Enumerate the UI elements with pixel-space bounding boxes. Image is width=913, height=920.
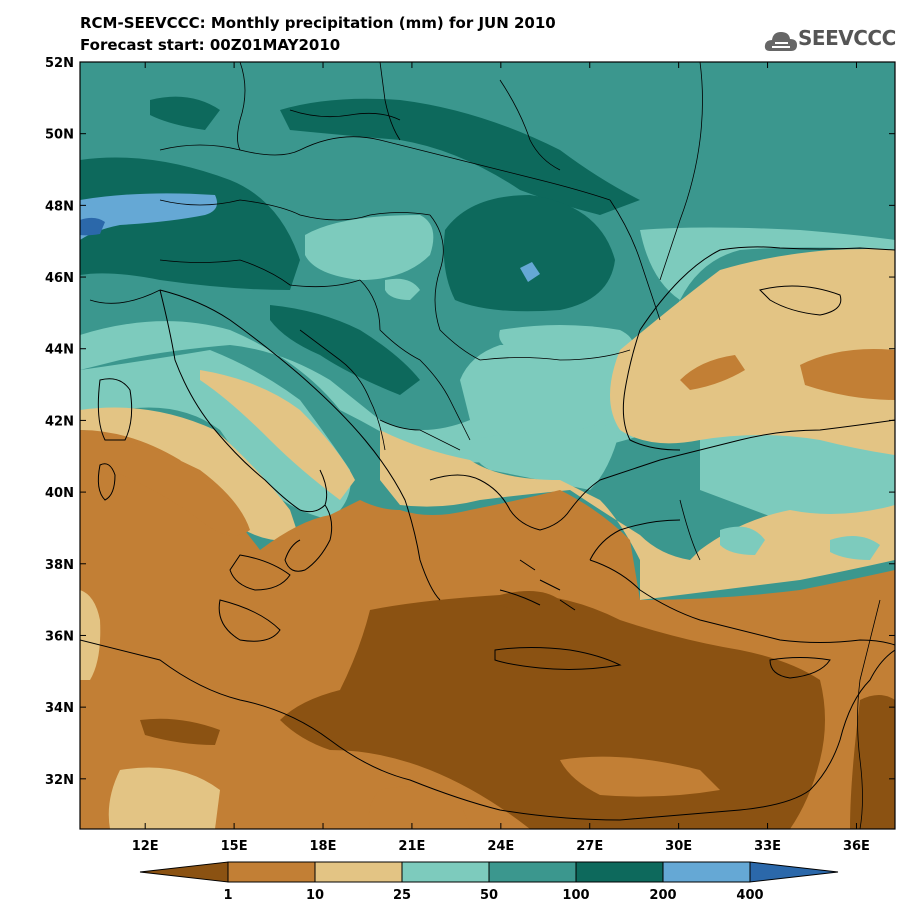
lat-label: 48N	[45, 199, 74, 214]
longitude-axis: 12E 15E 18E 21E 24E 27E 30E 33E 36E	[132, 62, 870, 854]
lon-label: 12E	[132, 839, 159, 854]
logo-text: SEEVCCC	[798, 26, 896, 50]
lon-label: 21E	[398, 839, 425, 854]
cloud-icon	[764, 32, 797, 51]
colorbar-bin	[314, 861, 403, 883]
lat-label: 50N	[45, 128, 74, 143]
lon-label: 36E	[843, 839, 870, 854]
colorbar-label: 1	[223, 888, 232, 903]
colorbar-label: 100	[562, 888, 589, 903]
seevccc-logo: SEEVCCC	[764, 24, 904, 58]
colorbar-label: 10	[306, 888, 324, 903]
colorbar-bin	[227, 861, 316, 883]
lat-label: 34N	[45, 701, 74, 716]
lat-label: 44N	[45, 343, 74, 358]
colorbar-high-arrow	[749, 861, 839, 883]
lat-label: 42N	[45, 414, 74, 429]
country-borders	[89, 62, 881, 829]
lon-label: 18E	[310, 839, 337, 854]
colorbar-bin	[488, 861, 577, 883]
lon-label: 24E	[487, 839, 514, 854]
forecast-start-label: Forecast start: 00Z01MAY2010	[80, 36, 341, 54]
lat-label: 32N	[45, 773, 74, 788]
lat-label: 46N	[45, 271, 74, 286]
colorbar-label: 25	[393, 888, 411, 903]
map-title: RCM-SEEVCCC: Monthly precipitation (mm) …	[80, 14, 556, 32]
colorbar-label: 50	[480, 888, 498, 903]
lon-label: 27E	[576, 839, 603, 854]
coastlines	[80, 246, 895, 821]
lat-label: 36N	[45, 629, 74, 644]
colorbar-label: 200	[649, 888, 676, 903]
lon-label: 15E	[221, 839, 248, 854]
colorbar-label: 400	[736, 888, 763, 903]
lat-label: 40N	[45, 486, 74, 501]
map-frame	[79, 61, 896, 830]
lat-label: 38N	[45, 558, 74, 573]
colorbar-bin	[401, 861, 490, 883]
lon-label: 33E	[754, 839, 781, 854]
colorbar: 1 10 25 50 100 200 400	[139, 861, 839, 903]
lon-label: 30E	[665, 839, 692, 854]
precipitation-field	[80, 62, 895, 829]
colorbar-bin	[662, 861, 751, 883]
colorbar-bin	[575, 861, 664, 883]
colorbar-low-arrow	[139, 861, 229, 883]
lat-label: 52N	[45, 56, 74, 71]
latitude-axis: 52N 50N 48N 46N 44N 42N 40N 38N 36N 34N 32N	[45, 56, 895, 788]
